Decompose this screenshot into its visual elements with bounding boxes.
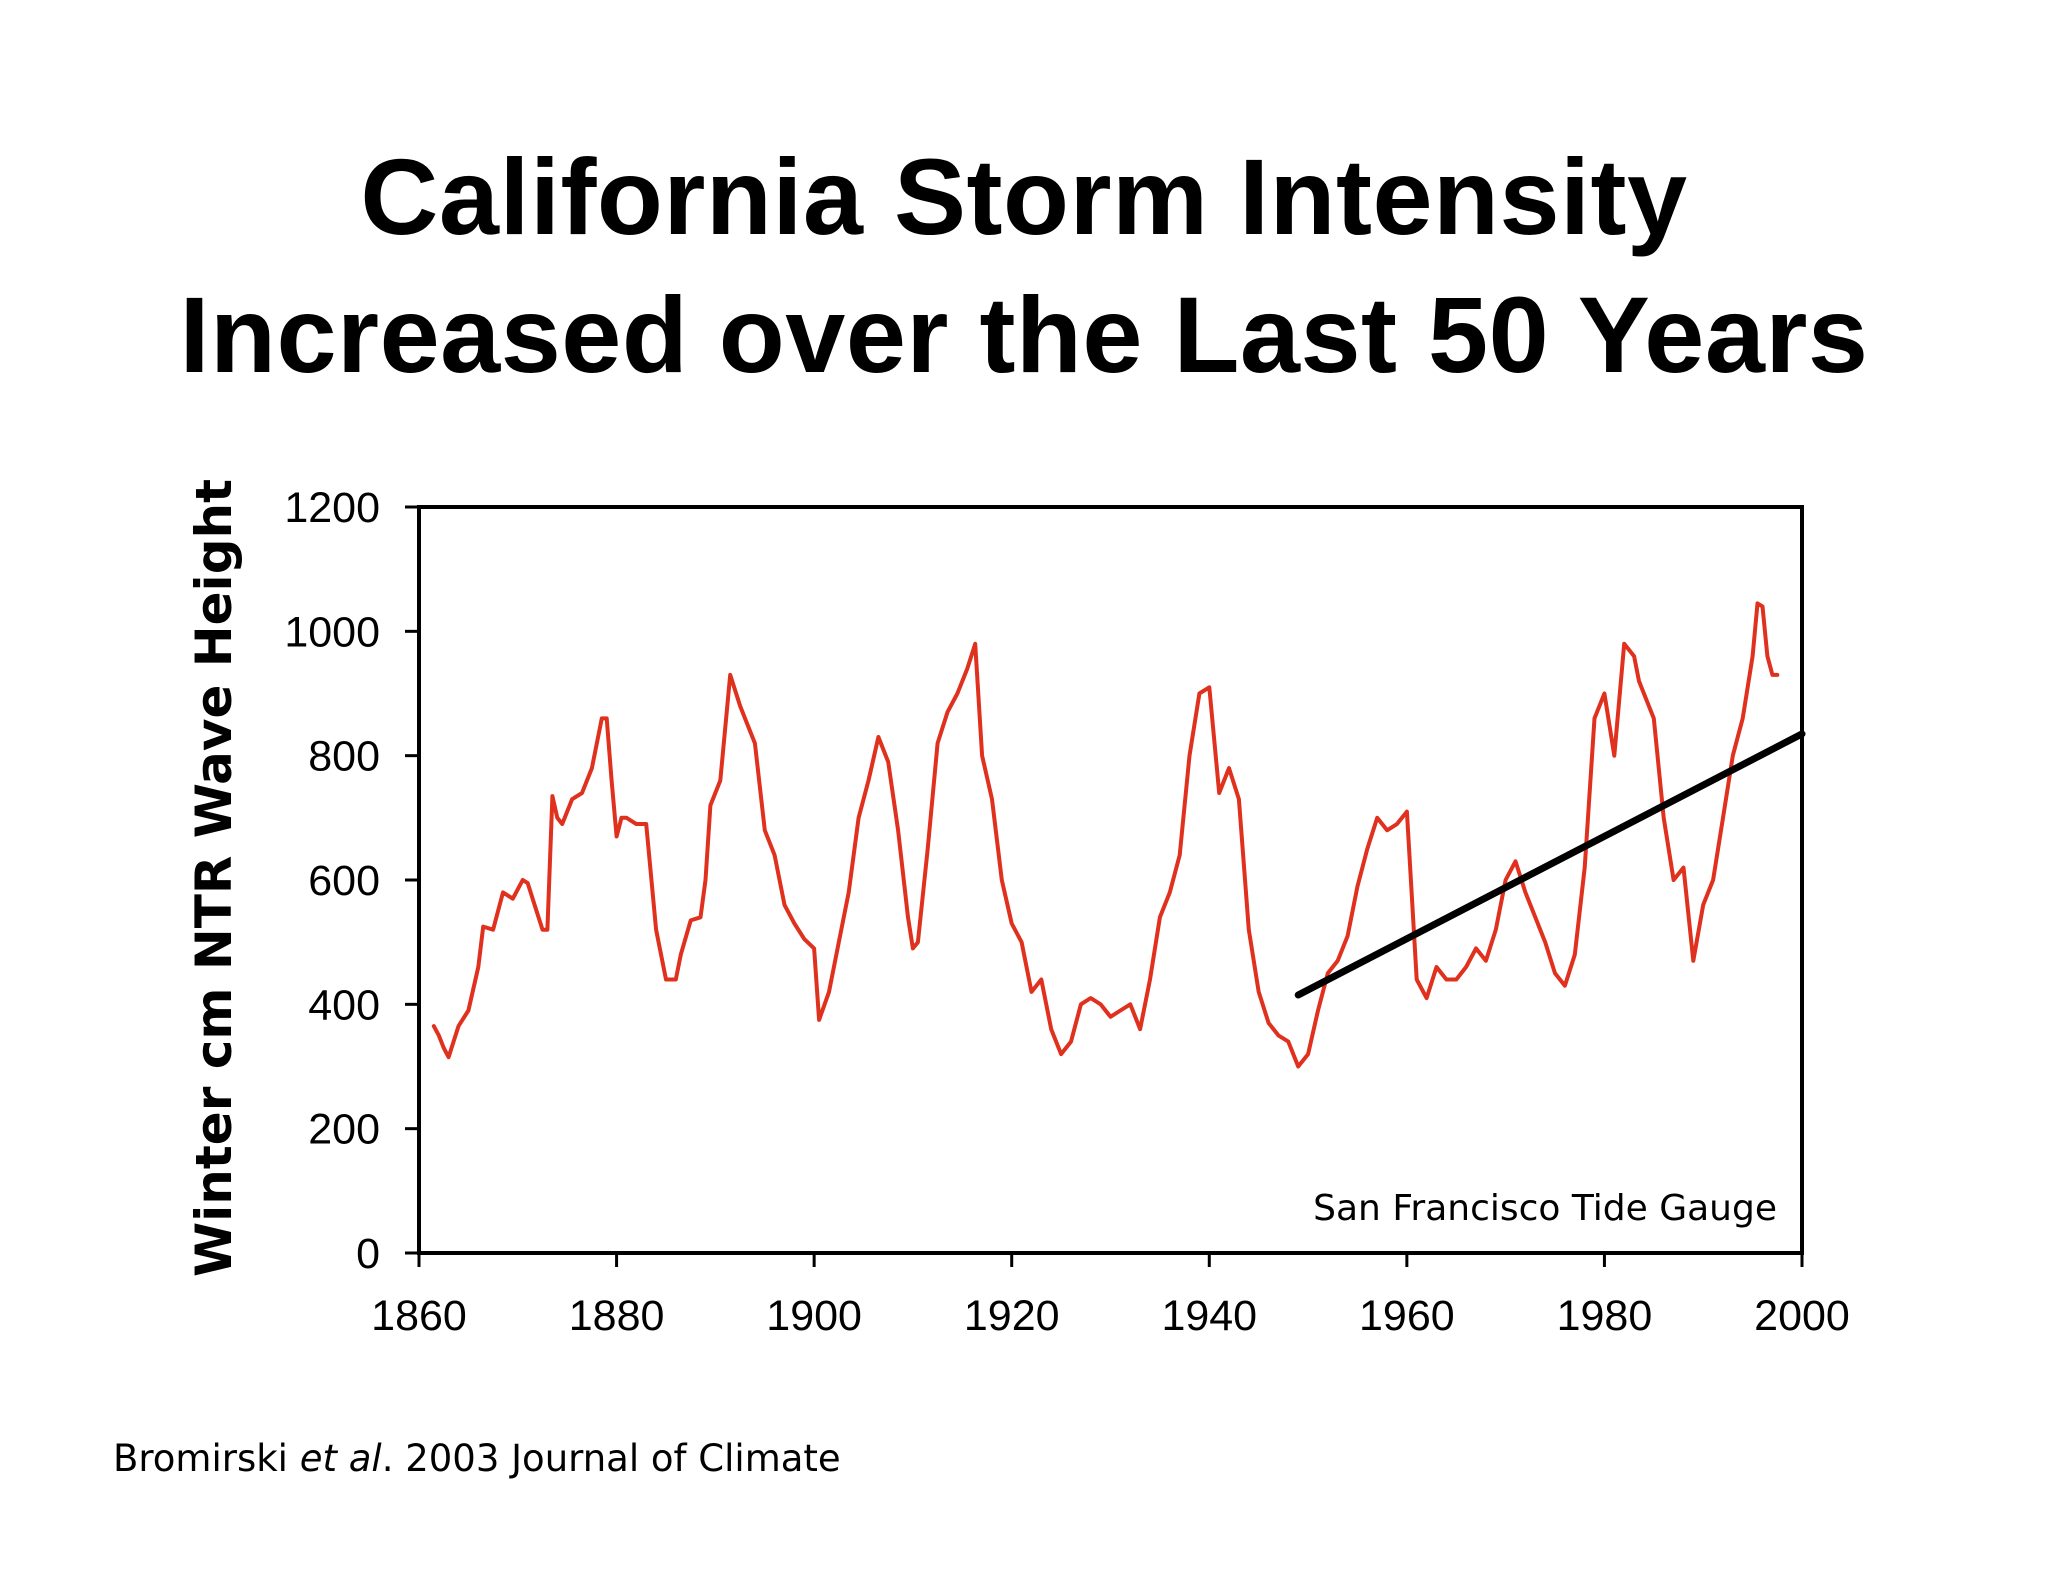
y-tick-label: 200 xyxy=(308,1106,380,1154)
chart-annotation: San Francisco Tide Gauge xyxy=(1313,1188,1777,1229)
y-tick-label: 800 xyxy=(308,733,380,781)
series-layer xyxy=(431,601,1806,1069)
citation-etal: et al xyxy=(299,1437,382,1480)
y-tick-label: 1200 xyxy=(284,484,380,532)
y-axis-label: Winter cm NTR Wave Height xyxy=(185,479,243,1277)
x-tick-label: 1900 xyxy=(766,1292,862,1340)
plot-frame xyxy=(417,505,1804,1255)
y-axis: 0 200 400 600 800 1000 1200 xyxy=(284,484,419,1278)
x-tick-label: 1920 xyxy=(964,1292,1060,1340)
x-axis: 1860 1880 1900 1920 1940 1960 1980 2000 xyxy=(371,1253,1850,1340)
slide-title-line-1: California Storm Intensity xyxy=(360,136,1688,257)
citation: Bromirski et al. 2003 Journal of Climate xyxy=(113,1437,841,1480)
y-tick-label: 0 xyxy=(356,1230,380,1278)
trend-line xyxy=(1294,730,1806,999)
x-tick-label: 2000 xyxy=(1754,1292,1850,1340)
citation-rest: . 2003 Journal of Climate xyxy=(381,1437,841,1480)
x-tick-label: 1860 xyxy=(371,1292,467,1340)
wave-height-series-line xyxy=(431,601,1780,1069)
x-tick-label: 1880 xyxy=(569,1292,665,1340)
y-tick-label: 1000 xyxy=(284,608,380,656)
slide-title-line-2: Increased over the Last 50 Years xyxy=(179,274,1869,395)
y-tick-label: 400 xyxy=(308,981,380,1029)
x-tick-label: 1940 xyxy=(1161,1292,1257,1340)
x-tick-label: 1980 xyxy=(1557,1292,1653,1340)
y-tick-label: 600 xyxy=(308,857,380,905)
x-tick-label: 1960 xyxy=(1359,1292,1455,1340)
slide-title: California Storm Intensity Increased ove… xyxy=(0,128,2048,404)
citation-authors: Bromirski xyxy=(113,1437,300,1480)
